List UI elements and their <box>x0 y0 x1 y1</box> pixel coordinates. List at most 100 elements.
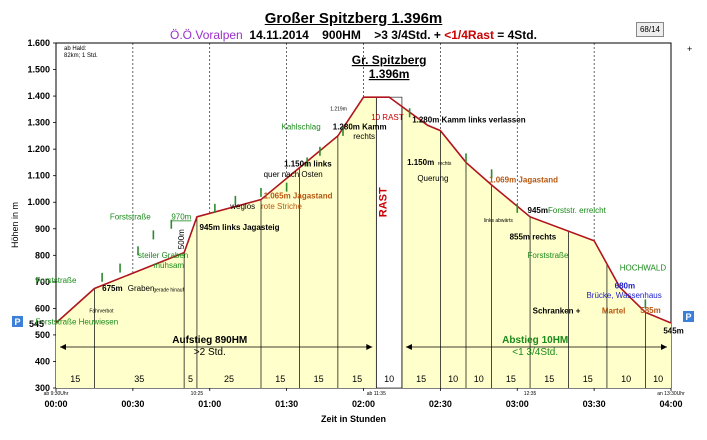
x-tick-label: 02:30 <box>429 399 452 409</box>
rest-box <box>376 96 403 389</box>
descent-label: Abstieg 10HM <box>502 335 568 346</box>
ascent-label: Aufstieg 890HM <box>172 335 247 346</box>
descent-arrowhead-right <box>661 344 667 350</box>
summit-name: Gr. Spitzberg <box>352 53 427 67</box>
plus-icon[interactable]: + <box>687 44 693 54</box>
route-annotation: quer nach Osten <box>264 170 323 179</box>
y-tick-label: 300 <box>35 383 50 393</box>
segment-duration-label: 15 <box>583 374 593 384</box>
descent-arrowhead-left <box>405 344 412 350</box>
route-annotation: rote Striche <box>261 202 302 211</box>
x-axis-label: Zeit in Stunden <box>321 414 386 424</box>
route-annotation: HOCHWALD <box>620 264 667 273</box>
x-tick-label: 00:30 <box>121 399 144 409</box>
route-annotation: Forststraße <box>110 212 151 221</box>
subtitle-rest: <1/4Rast <box>444 28 494 42</box>
segment-duration-label: 15 <box>416 374 426 384</box>
route-annotation: 945m links Jagasteig <box>200 223 280 232</box>
ascent-duration: >2 Std. <box>194 347 226 358</box>
route-annotation: 675m <box>102 284 122 293</box>
route-annotation: Querung <box>417 174 448 183</box>
route-annotation: Fahrverbot <box>89 308 114 314</box>
segment-duration-label: 10 <box>384 374 394 384</box>
route-annotation: Forststr. erreicht <box>548 206 607 215</box>
ascent-arrowhead-right <box>366 344 373 350</box>
summit-elevation: 1.396m <box>369 67 410 81</box>
route-annotation: steiler Graben <box>138 251 188 260</box>
segment-duration-label: 10 <box>474 374 484 384</box>
route-annotation: Brücke, Wassenhaus <box>586 291 661 300</box>
segment-duration-label: 35 <box>134 374 144 384</box>
route-annotation: rechts <box>353 132 375 141</box>
segment-duration-label: 15 <box>314 374 324 384</box>
route-annotation: 970m <box>171 212 191 221</box>
segment-duration-label: 15 <box>544 374 554 384</box>
profile-area <box>56 97 671 388</box>
route-annotation: Kahlschlag <box>282 122 321 131</box>
subtitle-total: = 4Std. <box>497 28 537 42</box>
y-tick-label: 600 <box>35 303 50 313</box>
y-tick-label: 1.000 <box>27 197 50 207</box>
segment-duration-label: 10 <box>448 374 458 384</box>
y-tick-label: 1.400 <box>27 91 50 101</box>
y-tick-label: 1.200 <box>27 144 50 154</box>
route-annotation: 1.069m Jagastand <box>489 175 558 184</box>
route-annotation: 1.150m links <box>284 159 332 168</box>
x-tick-label: 03:30 <box>583 399 606 409</box>
parking-label: P <box>685 312 691 322</box>
x-tick-label: 01:30 <box>275 399 298 409</box>
chart-title: Großer Spitzberg 1.396m <box>264 10 443 27</box>
segment-duration-label: 5 <box>188 374 193 384</box>
ascent-arrowhead-left <box>60 344 66 350</box>
segment-duration-label: 15 <box>275 374 285 384</box>
route-annotation: 1.219m <box>330 107 347 113</box>
y-axis-label: Höhen in m <box>10 201 21 249</box>
route-annotation: 545m <box>663 327 683 336</box>
subtitle-hm: 900HM <box>322 28 361 42</box>
route-annotation: 1.280m Kamm links verlassen <box>412 116 526 125</box>
y-tick-label: 800 <box>35 250 50 260</box>
profile-line <box>55 96 672 324</box>
segment-duration-label: 15 <box>70 374 80 384</box>
route-annotation: 500m <box>177 229 186 249</box>
segment-duration-label: 25 <box>224 374 234 384</box>
time-mark-label: ab 11:35 <box>367 391 386 397</box>
subtitle-date: 14.11.2014 <box>249 28 309 42</box>
time-mark-label: ab 9:30Uhr <box>44 391 69 397</box>
parking-label: P <box>14 317 20 327</box>
parking-start-icon <box>12 315 23 327</box>
route-annotation: Schranken + <box>533 307 581 316</box>
route-annotation: 1.280m Kamm <box>333 122 387 131</box>
start-note: ab Hald: 82km; 1 Std. <box>64 46 98 59</box>
segment-duration-label: 15 <box>352 374 362 384</box>
descent-duration: <1 3/4Std. <box>512 347 558 358</box>
y-tick-label: 900 <box>35 224 50 234</box>
route-annotation: rechts <box>438 161 452 167</box>
y-tick-label: 500 <box>35 330 50 340</box>
route-annotation: 1.150m <box>407 158 434 167</box>
page-indicator[interactable]: 68/14 <box>636 22 664 37</box>
y-tick-label: 1.300 <box>27 118 50 128</box>
y-tick-label: 700 <box>35 277 50 287</box>
subtitle-up: >3 3/4Std. + <box>374 28 441 42</box>
route-annotation: Forststraße <box>528 251 569 260</box>
parking-end-icon <box>683 310 694 322</box>
subtitle-region: Ö.Ö.Voralpen <box>170 28 243 42</box>
time-mark-label: 12:35 <box>524 391 537 397</box>
route-annotation: 945m <box>528 206 548 215</box>
route-annotation: links abwärts <box>484 218 513 224</box>
route-annotation: Forststraße <box>36 276 77 285</box>
route-annotation: Forststraße Heuwiesen <box>36 317 119 326</box>
segment-duration-label: 15 <box>506 374 516 384</box>
x-tick-label: 01:00 <box>198 399 221 409</box>
segment-duration-label: 10 <box>653 374 663 384</box>
y-tick-label: 1.100 <box>27 171 50 181</box>
x-tick-label: 00:00 <box>44 399 67 409</box>
time-mark-label: an 13:30Uhr <box>657 391 685 397</box>
y-tick-label: 1.600 <box>27 38 50 48</box>
route-annotation: Graben <box>128 284 155 293</box>
rest-label: RAST <box>377 187 389 217</box>
route-annotation: Martel <box>602 307 626 316</box>
segment-duration-label: 10 <box>621 374 631 384</box>
